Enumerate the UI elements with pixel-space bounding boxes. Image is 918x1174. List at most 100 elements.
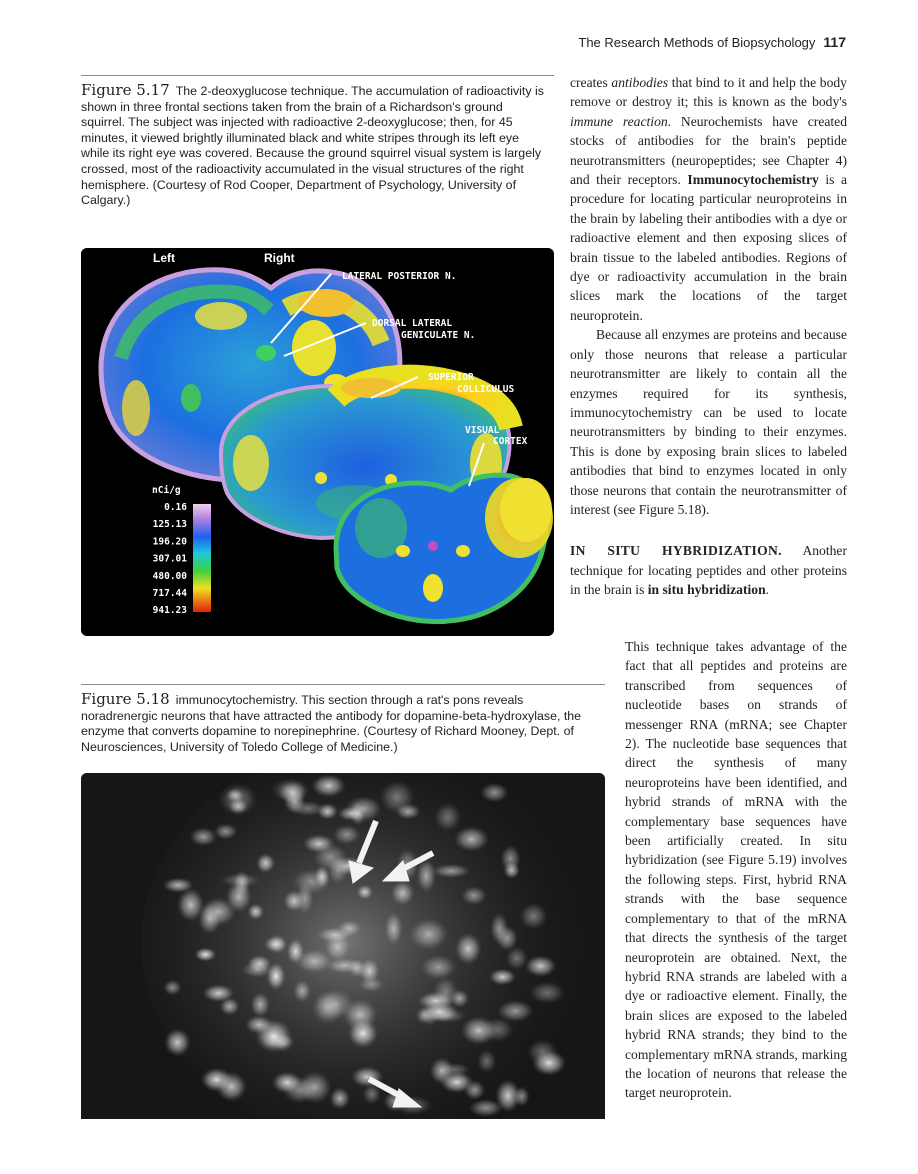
fluorescent-cell	[524, 955, 557, 977]
fluorescent-cell	[263, 936, 288, 953]
label-visual-2: CORTEX	[493, 436, 528, 447]
fluorescent-cell	[500, 844, 521, 873]
text-run: . Neurochemists have created stocks of a…	[570, 113, 847, 188]
fluorescent-cell	[488, 968, 517, 986]
running-title: The Research Methods of Biopsychology	[578, 35, 816, 50]
scale-value-label: 717.44	[153, 588, 188, 599]
fluorescent-cell	[247, 903, 265, 920]
label-dorsal-lateral-1: DORSAL LATERAL	[372, 318, 452, 329]
fluorescent-cell	[194, 947, 217, 962]
fluorescent-cell	[420, 954, 457, 980]
fluorescent-cell	[358, 958, 380, 984]
fluorescent-cell	[409, 918, 449, 951]
scale-value-label: 0.16	[164, 502, 187, 513]
figure-5-17-caption: Figure 5.17 The 2-deoxyglucose technique.…	[81, 81, 547, 209]
term-italic: immune reaction	[570, 113, 668, 129]
fluorescent-cell	[189, 827, 218, 847]
paragraph: IN SITU HYBRIDIZATION. Another technique…	[570, 541, 847, 599]
fluorescent-cell	[519, 902, 548, 930]
fluorescent-cell	[495, 1079, 521, 1113]
fluorescent-cell	[337, 806, 366, 821]
figure-5-18-caption: Figure 5.18 immunocytochemistry. This sec…	[81, 690, 601, 755]
labeled-neuron-cells	[162, 774, 566, 1117]
text-run: Another technique for locating peptides …	[570, 543, 847, 598]
fluorescent-cell	[431, 863, 471, 879]
side-label-right: Right	[264, 251, 295, 265]
fluorescent-cell	[384, 911, 403, 946]
text-run: is a procedure for locating particular n…	[570, 172, 847, 323]
caption-rule	[81, 75, 554, 76]
fluorescent-cell	[415, 1007, 433, 1024]
fluorescent-cell	[455, 932, 482, 965]
fluorescent-cell	[390, 880, 415, 906]
fluorescent-cell	[333, 824, 361, 845]
fluorescent-cell	[329, 1087, 351, 1110]
pointer-line	[468, 442, 485, 487]
term-bold: in situ hybridization	[647, 582, 766, 598]
fluorescent-cell	[177, 887, 205, 922]
text-run: .	[765, 582, 770, 598]
fluorescent-cell	[278, 781, 307, 804]
immunocytochemistry-micrograph	[81, 773, 605, 1119]
figure-5-17-image: Left Right LATERAL POSTERIOR N. DORSAL L…	[81, 248, 554, 636]
body-text-column-narrow: This technique takes advantage of the fa…	[625, 637, 847, 1103]
fluorescent-cell	[362, 1083, 381, 1105]
running-header: The Research Methods of Biopsychology 117	[578, 34, 846, 50]
paragraph: Because all enzymes are proteins and bec…	[570, 327, 847, 517]
figure-5-18-image	[81, 773, 605, 1119]
text-run: that bind to it and help the body remove…	[570, 75, 847, 110]
fluorescent-cell	[273, 1035, 294, 1053]
fluorescent-cell	[220, 873, 261, 888]
arrow-head	[348, 860, 375, 884]
fluorescent-cell	[317, 803, 339, 820]
scale-value-label: 941.23	[153, 605, 188, 616]
fluorescent-cell	[219, 997, 240, 1016]
fluorescent-cell	[202, 984, 235, 1003]
fluorescent-cell	[379, 780, 415, 815]
fluorescent-cell	[336, 920, 362, 937]
figure-label: Figure 5.17	[81, 81, 170, 99]
scale-value-label: 196.20	[153, 536, 188, 547]
fluorescent-cell	[432, 976, 459, 1008]
fluorescent-cell	[480, 782, 509, 803]
fluorescent-cell	[256, 854, 277, 872]
fluorescent-cell	[529, 981, 566, 1004]
label-dorsal-lateral-2: GENICULATE N.	[401, 330, 475, 341]
fluorescent-cell	[477, 1049, 497, 1074]
scale-value-label: 307.01	[153, 554, 188, 565]
fluorescent-cell	[311, 774, 346, 798]
fluorescent-cell	[271, 1071, 303, 1094]
fluorescent-cell	[213, 823, 238, 840]
fluorescent-cell	[440, 1071, 474, 1094]
arrow-head	[381, 860, 410, 882]
term-italic: antibodies	[611, 75, 669, 90]
label-superior-2: COLLICULUS	[457, 384, 514, 395]
fluorescent-cell	[198, 903, 222, 935]
color-scale-bar	[193, 504, 211, 612]
fluorescent-cell	[315, 988, 355, 1020]
pointer-line	[283, 322, 367, 357]
page-number: 117	[823, 34, 846, 50]
text-run: creates	[570, 75, 612, 90]
fluorescent-cell	[216, 1071, 247, 1102]
fluorescent-cell	[532, 1050, 566, 1076]
side-label-left: Left	[153, 251, 175, 265]
scale-labels: 0.16 125.13 196.20 307.01 480.00 717.44 941.23	[153, 502, 188, 616]
section-heading: IN SITU HYBRIDIZATION.	[570, 543, 782, 559]
term-bold: Immunocytochemistry	[687, 172, 819, 188]
pointer-arrows	[348, 819, 435, 1108]
paragraph: creates antibodies that bind to it and h…	[570, 73, 847, 325]
fluorescent-cell	[505, 946, 528, 971]
fluorescent-cell	[293, 979, 312, 1003]
fluorescent-cell	[513, 1086, 530, 1107]
label-lateral-posterior: LATERAL POSTERIOR N.	[342, 271, 456, 282]
fluorescent-cell	[453, 826, 490, 852]
fluorescent-cell	[461, 886, 487, 906]
fluorescent-cell	[426, 1008, 467, 1023]
figure-label: Figure 5.18	[81, 690, 170, 708]
caption-text: The 2-deoxyglucose technique. The accumu…	[81, 84, 544, 208]
fluorescent-cell	[162, 877, 194, 893]
fluorescent-cell	[416, 858, 437, 893]
brain-section-3	[333, 472, 553, 625]
fluorescent-cell	[347, 1018, 378, 1048]
